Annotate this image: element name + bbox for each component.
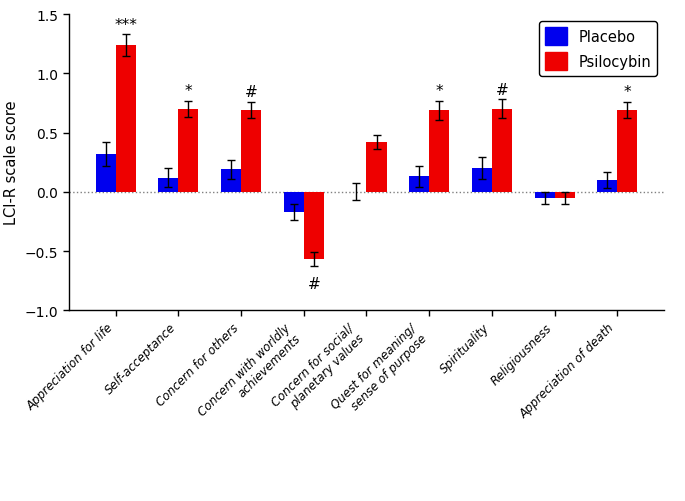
Bar	[96, 154, 116, 192]
Text: *: *	[436, 84, 443, 99]
Bar	[617, 111, 637, 192]
Bar	[597, 180, 617, 192]
Bar	[366, 143, 386, 192]
Bar	[492, 110, 512, 192]
Text: #: #	[495, 83, 508, 98]
Bar	[178, 110, 199, 192]
Bar	[221, 170, 241, 192]
Text: #: #	[245, 85, 258, 100]
Bar	[116, 46, 136, 192]
Bar	[555, 192, 575, 198]
Bar	[409, 177, 429, 192]
Bar	[429, 111, 449, 192]
Bar	[303, 192, 324, 260]
Y-axis label: LCI-R scale score: LCI-R scale score	[4, 101, 19, 225]
Text: ***: ***	[114, 18, 137, 33]
Bar	[284, 192, 303, 212]
Text: #: #	[308, 277, 320, 291]
Bar	[241, 111, 261, 192]
Legend: Placebo, Psilocybin: Placebo, Psilocybin	[539, 23, 657, 77]
Bar	[534, 192, 555, 198]
Bar	[158, 178, 178, 192]
Bar	[472, 169, 492, 192]
Text: *: *	[184, 84, 192, 99]
Text: *: *	[623, 85, 631, 100]
